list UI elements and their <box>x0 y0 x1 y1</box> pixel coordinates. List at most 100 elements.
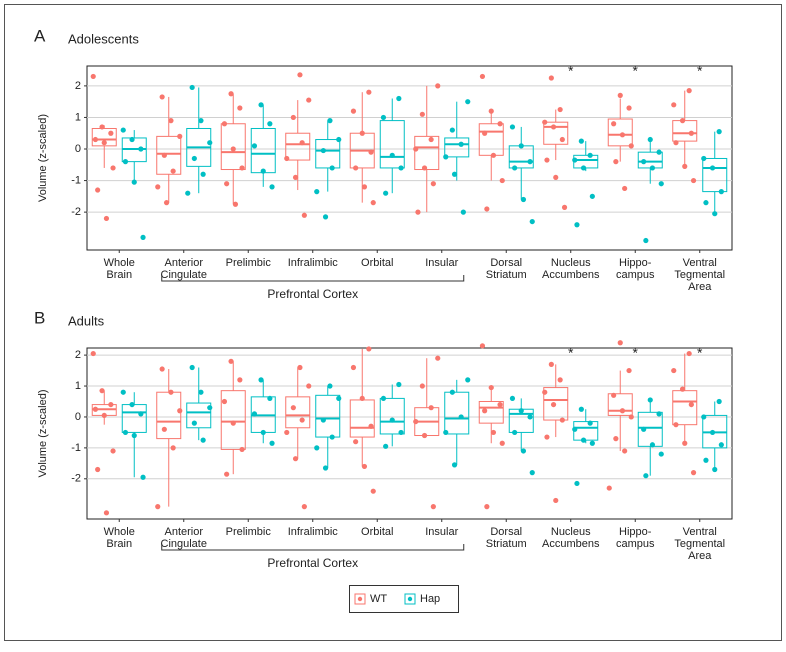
box <box>444 137 470 158</box>
x-tick-label: Striatum <box>486 269 527 281</box>
data-point <box>366 89 372 95</box>
data-point <box>138 411 144 417</box>
data-point <box>673 140 679 146</box>
data-point <box>92 406 99 412</box>
data-point <box>716 129 722 135</box>
data-point <box>322 465 329 471</box>
data-point <box>320 147 326 154</box>
data-point <box>686 88 692 94</box>
data-point <box>643 473 649 479</box>
box <box>156 135 182 175</box>
data-point <box>529 470 535 476</box>
data-point <box>398 429 404 436</box>
data-point <box>682 440 688 446</box>
box <box>91 127 117 147</box>
x-tick-label: Anterior <box>164 257 203 269</box>
x-tick-label: Dorsal <box>490 257 522 269</box>
data-point <box>191 155 197 162</box>
data-point <box>237 105 243 111</box>
data-point <box>299 417 305 423</box>
significance-mark: * <box>633 345 639 361</box>
data-point <box>421 432 428 439</box>
data-point <box>129 136 135 143</box>
data-point <box>103 510 110 516</box>
data-point <box>267 395 273 402</box>
data-point <box>572 157 578 163</box>
data-point <box>413 418 419 425</box>
data-point <box>484 504 490 510</box>
data-point <box>221 121 228 127</box>
data-point <box>619 132 626 138</box>
data-point <box>297 72 303 78</box>
data-point <box>267 121 273 127</box>
data-point <box>671 367 677 374</box>
data-point <box>368 423 374 429</box>
data-point <box>99 124 105 130</box>
group-label: Prefrontal Cortex <box>267 287 358 301</box>
data-point <box>712 211 718 217</box>
data-point <box>649 165 656 171</box>
data-point <box>578 406 584 412</box>
data-point <box>686 350 692 357</box>
x-tick-label: campus <box>616 269 655 281</box>
x-tick-label: Infralimbic <box>288 257 339 269</box>
data-point <box>353 165 359 171</box>
data-point <box>611 392 617 398</box>
data-point <box>163 200 170 206</box>
data-point <box>451 462 458 468</box>
plot-frame <box>86 65 733 251</box>
data-point <box>488 108 494 114</box>
data-point <box>499 177 505 184</box>
data-point <box>548 75 554 81</box>
box <box>349 399 375 438</box>
y-axis-label: Volume (z-scaled) <box>37 389 49 477</box>
box <box>285 396 311 429</box>
data-point <box>207 405 213 411</box>
x-tick-label: Area <box>688 550 712 562</box>
data-point <box>237 377 243 383</box>
x-tick-label: Accumbens <box>542 269 600 281</box>
box <box>573 154 599 169</box>
panel-label: B <box>34 308 45 327</box>
data-point <box>703 200 709 206</box>
data-point <box>688 401 694 408</box>
data-point <box>260 168 266 174</box>
data-point <box>189 84 195 91</box>
data-point <box>383 443 389 449</box>
legend-label: Hap <box>420 593 440 605</box>
panel-title: Adolescents <box>68 31 139 46</box>
data-point <box>557 377 563 383</box>
x-tick-label: Nucleus <box>551 526 591 538</box>
box <box>220 390 246 450</box>
y-tick-label: 2 <box>75 80 81 92</box>
data-point <box>497 121 503 127</box>
y-axis-label: Volume (z-scaled) <box>37 114 49 202</box>
x-tick-label: Insular <box>425 526 458 538</box>
data-point <box>718 442 724 448</box>
data-point <box>292 174 299 181</box>
data-point <box>509 124 516 130</box>
data-point <box>370 200 376 206</box>
x-tick-label: Whole <box>104 257 135 269</box>
data-point <box>690 177 697 184</box>
data-point <box>120 389 126 395</box>
data-point <box>230 146 236 152</box>
data-point <box>542 119 548 125</box>
data-point <box>232 201 239 207</box>
data-point <box>327 118 333 124</box>
data-point <box>258 102 264 108</box>
data-point <box>159 94 165 100</box>
data-point <box>622 185 628 192</box>
x-tick-label: Hippo- <box>619 257 652 269</box>
data-point <box>269 184 275 190</box>
data-point <box>292 456 299 462</box>
x-tick-label: Infralimbic <box>288 526 339 538</box>
x-tick-label: Tegmental <box>674 269 725 281</box>
y-tick-label: 1 <box>75 380 81 392</box>
data-point <box>101 412 107 419</box>
legend-label: WT <box>370 593 387 605</box>
data-point <box>574 222 580 228</box>
data-point <box>108 401 114 408</box>
data-point <box>299 140 305 146</box>
box <box>543 121 569 145</box>
